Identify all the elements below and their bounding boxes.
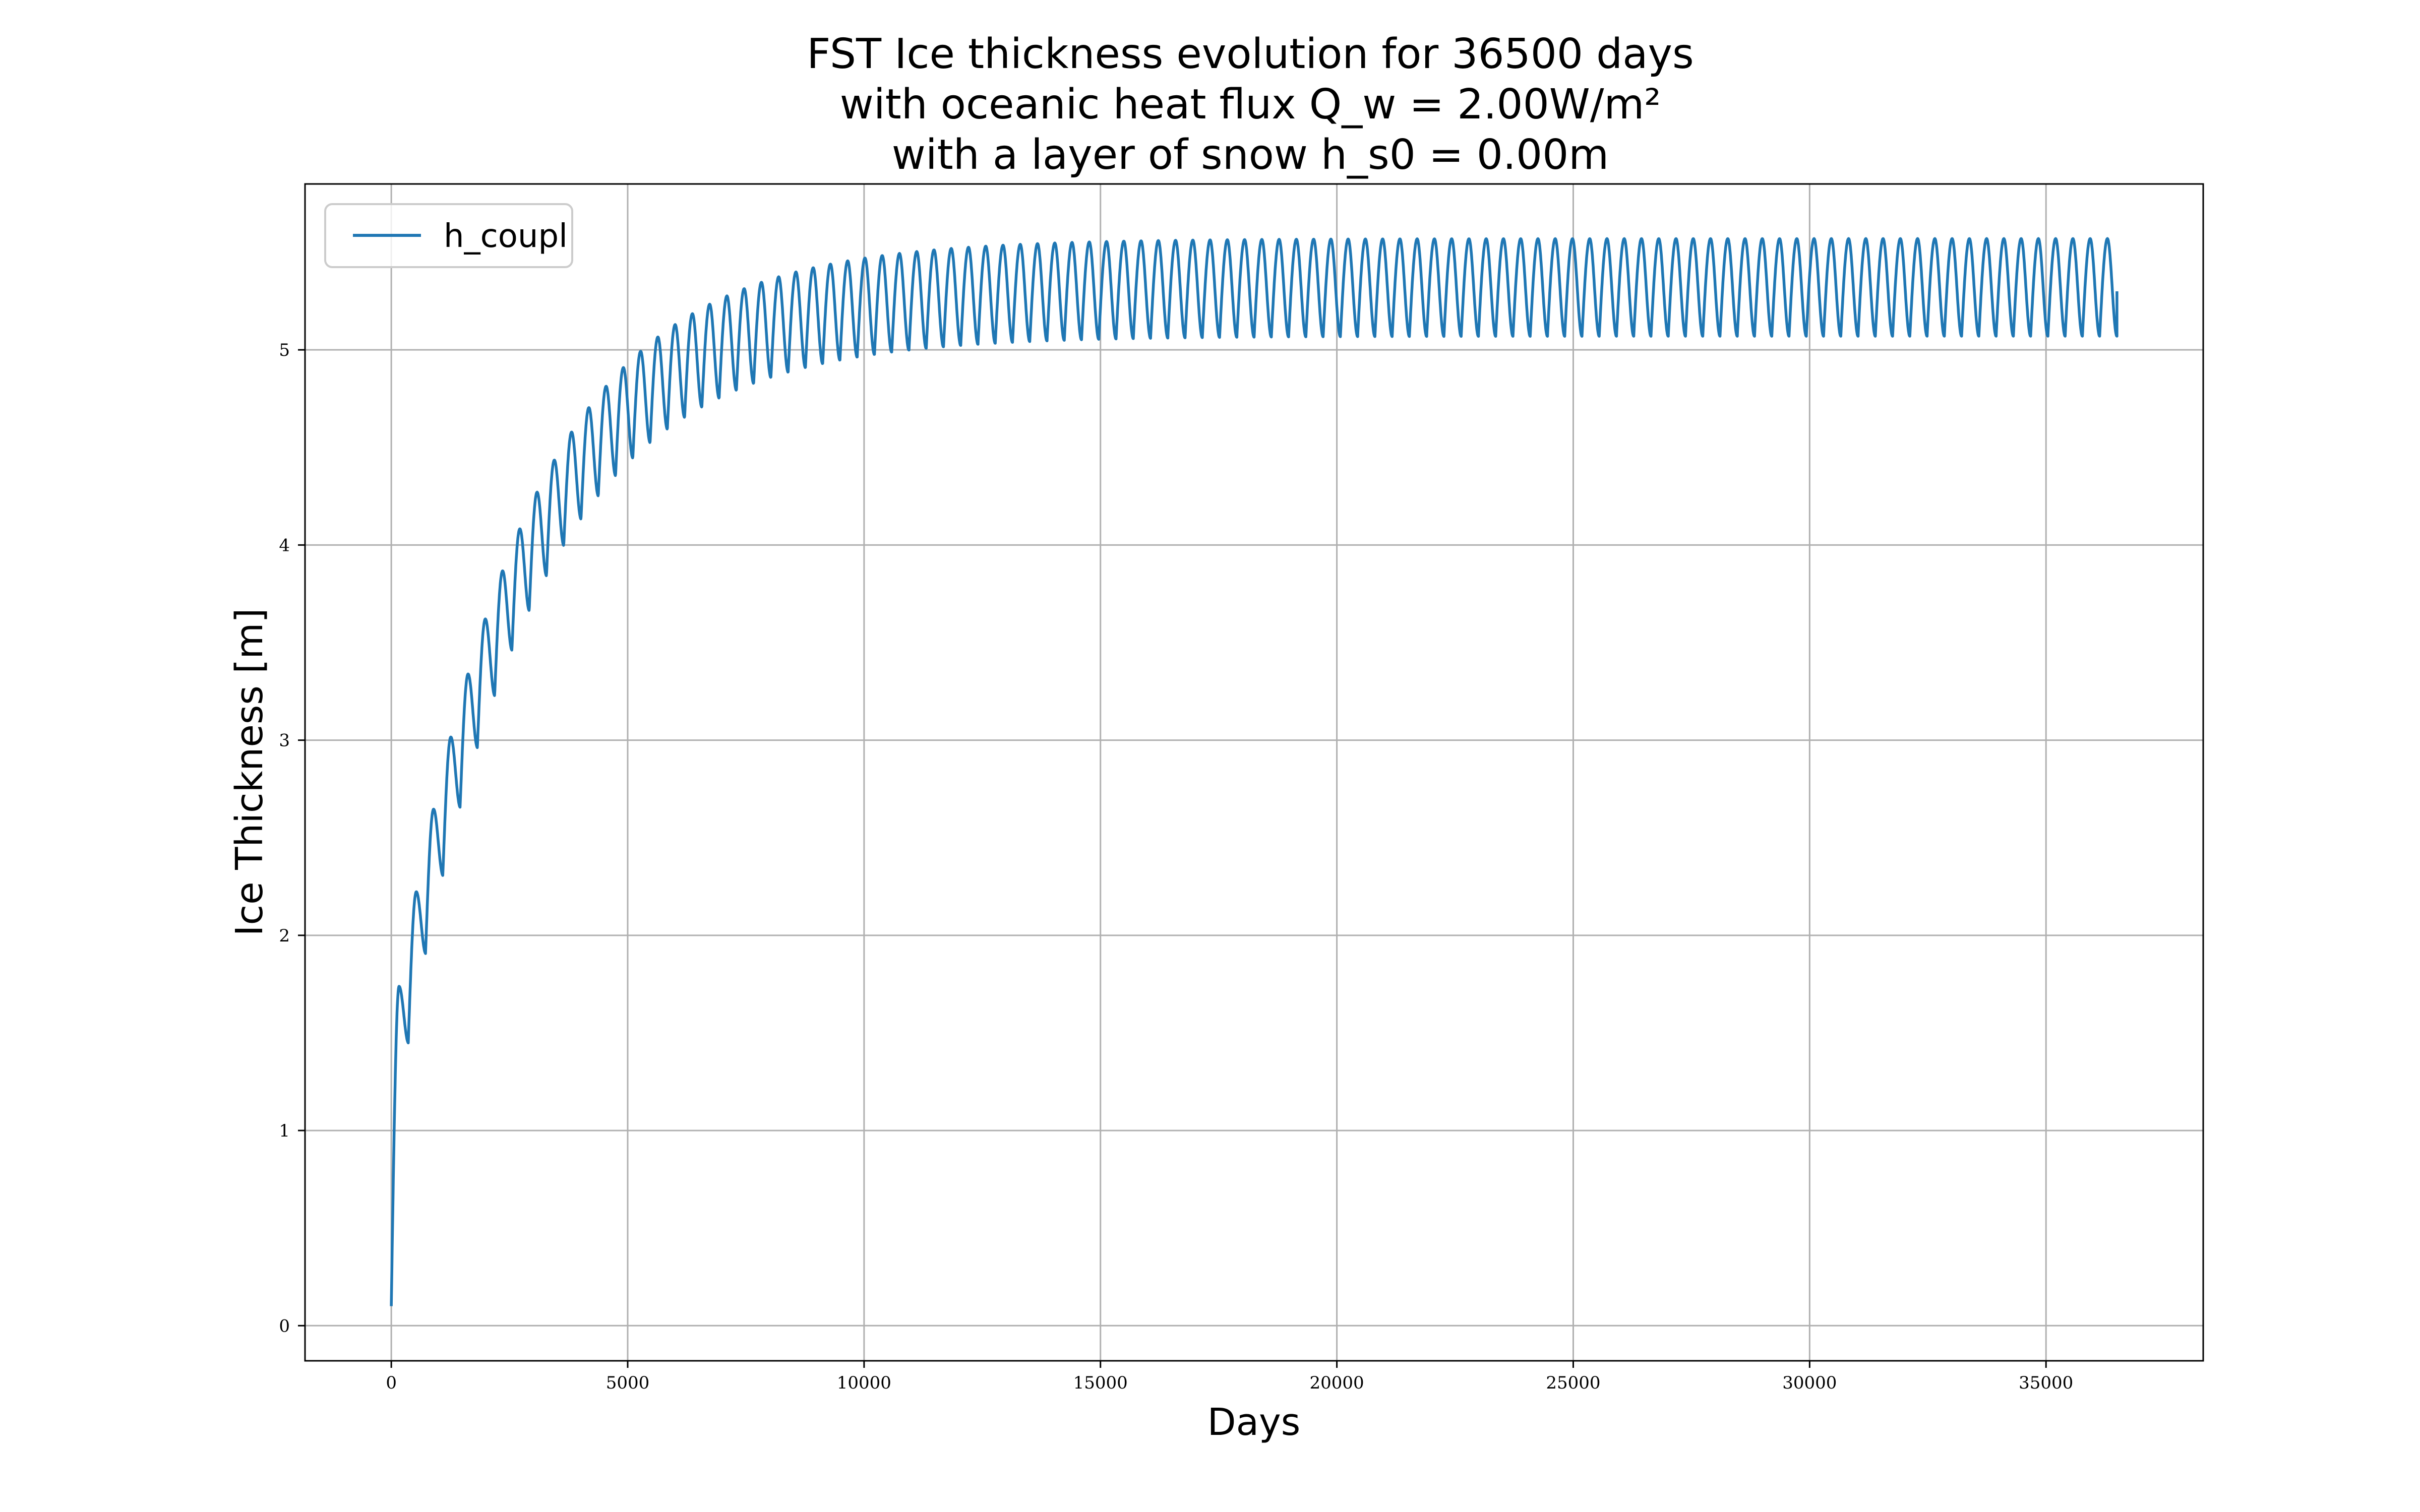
plot-frame	[304, 183, 2204, 1362]
chart-title: FST Ice thickness evolution for 36500 da…	[807, 30, 1693, 179]
axis-ticks: 0 5000 10000 15000 20000 25000 30000 35000 0 1 2 3 4…	[279, 340, 2073, 1393]
y-tick-label: 4	[279, 535, 290, 555]
y-tick-label: 3	[279, 731, 290, 751]
plot-area	[390, 237, 2119, 1306]
x-tick-label: 10000	[837, 1373, 891, 1393]
x-tick-label: 30000	[1782, 1373, 1837, 1393]
legend-label-h-coupl: h_coupl	[444, 218, 568, 255]
legend: h_coupl	[324, 203, 573, 268]
x-tick-label: 0	[386, 1373, 397, 1393]
y-tick-label: 1	[279, 1121, 290, 1141]
x-tick-label: 15000	[1073, 1373, 1128, 1393]
title-line-2: with oceanic heat flux Q_w = 2.00W/m²	[840, 81, 1661, 129]
title-line-3: with a layer of snow h_s0 = 0.00m	[892, 131, 1609, 179]
x-tick-label: 5000	[606, 1373, 650, 1393]
x-tick-label: 35000	[2019, 1373, 2073, 1393]
title-line-1: FST Ice thickness evolution for 36500 da…	[807, 30, 1693, 78]
y-tick-label: 2	[279, 926, 290, 946]
series-line-h-coupl	[390, 237, 2119, 1306]
x-axis-label: Days	[1207, 1401, 1301, 1444]
y-axis-label: Ice Thickness [m]	[228, 608, 271, 936]
y-tick-label: 0	[279, 1316, 290, 1336]
x-tick-label: 20000	[1310, 1373, 1364, 1393]
x-tick-label: 25000	[1546, 1373, 1600, 1393]
legend-box	[324, 203, 573, 268]
grid	[305, 184, 2203, 1361]
y-tick-label: 5	[279, 340, 290, 360]
